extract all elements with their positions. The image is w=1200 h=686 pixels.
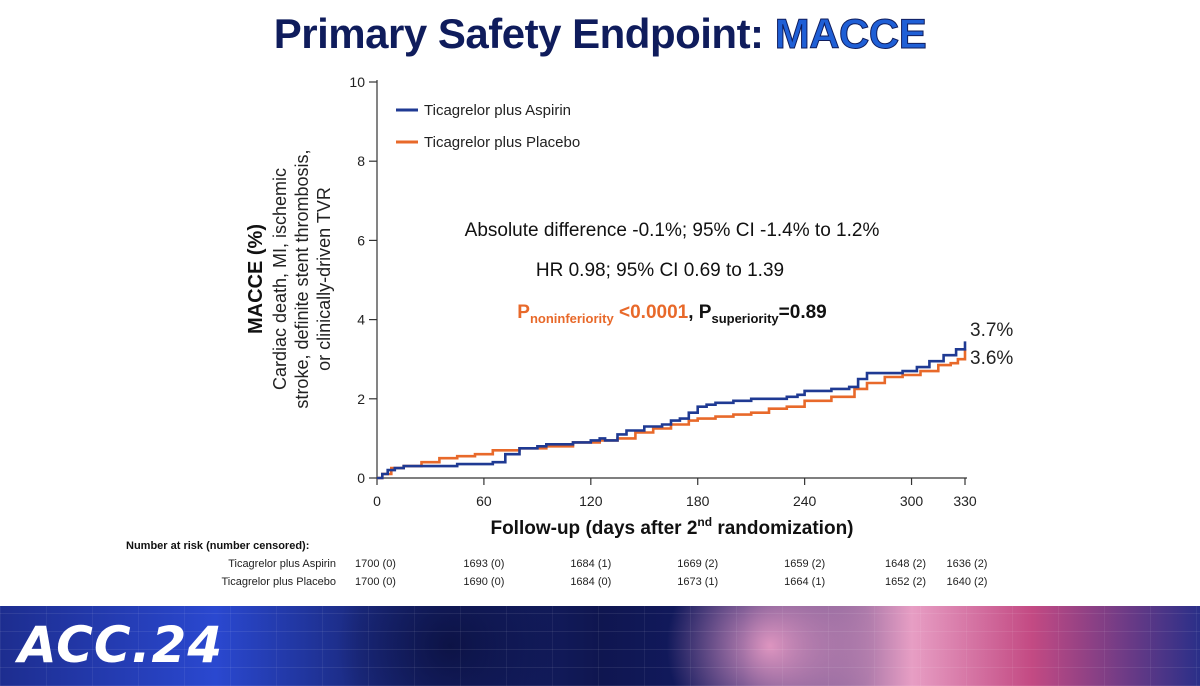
x-tick-label: 60 — [476, 493, 492, 509]
x-ticks: 0 60 120 180 240 300 330 — [373, 478, 977, 509]
p-superiority-subscript: superiority — [711, 311, 779, 326]
x-tick-label: 300 — [900, 493, 924, 509]
y-ticks: 0 2 4 6 8 10 — [349, 74, 377, 486]
x-tick-label: 240 — [793, 493, 817, 509]
y-tick-label: 6 — [357, 232, 365, 248]
y-axis-subtitle-line2: stroke, definite stent thrombosis, — [292, 149, 312, 408]
y-tick-label: 2 — [357, 391, 365, 407]
risk-cell: 1664 (1) — [784, 576, 825, 588]
p-noninferiority-subscript: noninferiority — [530, 311, 615, 326]
risk-cell: 1700 (0) — [355, 558, 396, 570]
risk-cell: 1693 (0) — [463, 558, 504, 570]
risk-table-header: Number at risk (number censored): — [126, 540, 309, 552]
risk-cell: 1659 (2) — [784, 558, 825, 570]
x-axis-title-part2: randomization) — [712, 518, 853, 539]
risk-table-values: 1700 (0) 1693 (0) 1684 (1) 1669 (2) 1659 (2)… — [355, 558, 987, 588]
annotation-hazard-ratio: HR 0.98; 95% CI 0.69 to 1.39 — [536, 260, 784, 281]
km-chart: 0 2 4 6 8 10 0 60 120 180 240 300 330 MACCE (%) Car… — [126, 74, 1013, 588]
x-tick-label: 330 — [953, 493, 977, 509]
risk-cell: 1684 (0) — [570, 576, 611, 588]
banner-brick-texture — [0, 606, 1200, 686]
p-noninferiority-symbol: P — [517, 302, 530, 323]
p-noninferiority-value: <0.0001 — [614, 302, 689, 323]
legend-label-placebo: Ticagrelor plus Placebo — [424, 134, 580, 151]
y-axis-subtitle-line1: Cardiac death, MI, ischemic — [270, 168, 290, 390]
y-tick-label: 10 — [349, 74, 365, 90]
x-tick-label: 0 — [373, 493, 381, 509]
risk-cell: 1636 (2) — [947, 558, 988, 570]
x-axis-title: Follow-up (days after 2nd randomization) — [490, 515, 853, 539]
p-separator: , — [688, 302, 699, 323]
risk-cell: 1648 (2) — [885, 558, 926, 570]
title-main: Primary Safety Endpoint: — [273, 10, 775, 57]
risk-cell: 1652 (2) — [885, 576, 926, 588]
risk-cell: 1640 (2) — [947, 576, 988, 588]
risk-cell: 1700 (0) — [355, 576, 396, 588]
risk-cell: 1684 (1) — [570, 558, 611, 570]
legend: Ticagrelor plus Aspirin Ticagrelor plus … — [396, 102, 580, 151]
legend-label-aspirin: Ticagrelor plus Aspirin — [424, 102, 571, 119]
p-superiority-symbol: P — [699, 302, 712, 323]
risk-cell: 1673 (1) — [677, 576, 718, 588]
x-axis-title-part1: Follow-up (days after 2 — [490, 518, 697, 539]
acc24-logo: ACC.24 — [18, 616, 224, 674]
risk-row-label-aspirin: Ticagrelor plus Aspirin — [228, 558, 336, 570]
end-label-placebo: 3.6% — [970, 348, 1013, 369]
annotation-p-values: Pnoninferiority <0.0001, Psuperiority=0.… — [517, 302, 826, 326]
slide-title: Primary Safety Endpoint: MACCE — [0, 10, 1200, 58]
banner-shade — [300, 606, 600, 686]
series-line-placebo — [377, 349, 967, 480]
risk-cell: 1690 (0) — [463, 576, 504, 588]
banner-glow — [640, 606, 900, 686]
risk-cell: 1669 (2) — [677, 558, 718, 570]
p-superiority-value: =0.89 — [779, 302, 827, 323]
y-tick-label: 8 — [357, 153, 365, 169]
y-tick-label: 4 — [357, 312, 365, 328]
y-axis-subtitle-line3: or clinically-driven TVR — [314, 187, 334, 371]
end-label-aspirin: 3.7% — [970, 320, 1013, 341]
annotation-absolute-difference: Absolute difference -0.1%; 95% CI -1.4% … — [465, 220, 880, 241]
series-line-aspirin — [377, 341, 967, 480]
title-highlight: MACCE — [774, 10, 927, 58]
y-tick-label: 0 — [357, 470, 365, 486]
x-tick-label: 180 — [686, 493, 710, 509]
x-tick-label: 120 — [579, 493, 603, 509]
y-axis-title-main: MACCE (%) — [245, 224, 267, 334]
y-axis-title: MACCE (%) Cardiac death, MI, ischemic st… — [245, 149, 334, 408]
x-axis-title-superscript: nd — [697, 515, 712, 529]
risk-row-label-placebo: Ticagrelor plus Placebo — [221, 576, 336, 588]
footer-banner: ACC.24 — [0, 606, 1200, 686]
